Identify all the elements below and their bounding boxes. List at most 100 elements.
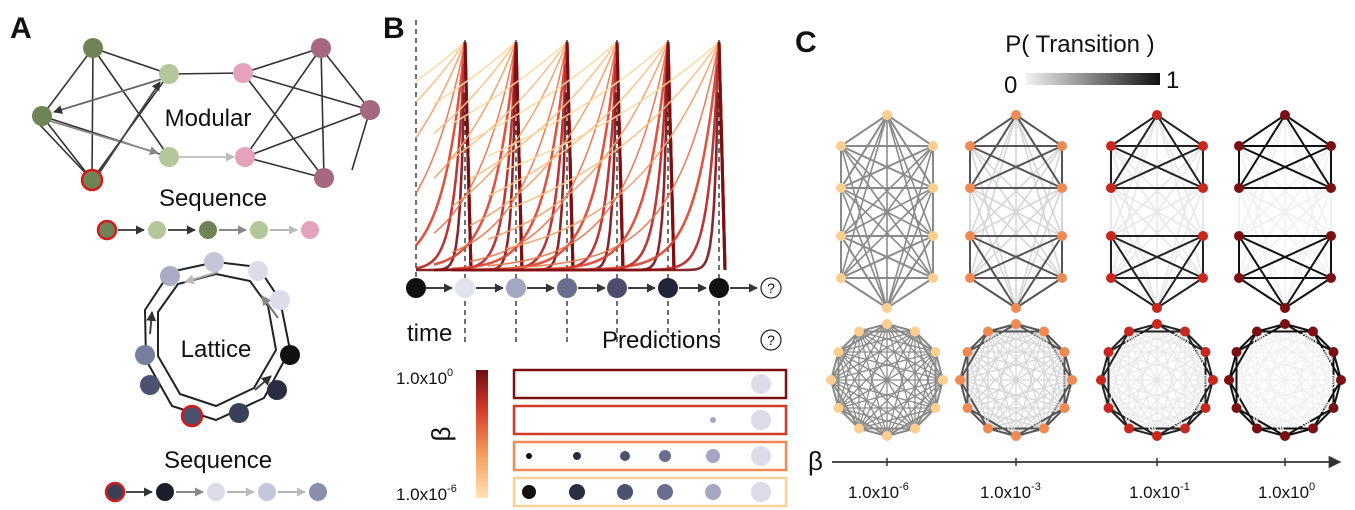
graph-node xyxy=(1234,231,1244,241)
colorbar-top-label: 1.0x100 xyxy=(396,367,453,388)
prediction-curve xyxy=(433,41,518,266)
graph-node xyxy=(1011,319,1021,329)
graph-node xyxy=(1039,423,1049,434)
prediction-dot xyxy=(657,484,673,500)
graph-node xyxy=(1106,273,1116,283)
legend-min: 0 xyxy=(1004,72,1017,99)
graph-node xyxy=(1234,183,1244,193)
sequence-label-2: Sequence xyxy=(164,447,272,474)
graph-node xyxy=(1067,375,1077,385)
time-node xyxy=(709,278,729,298)
graph-node xyxy=(1200,347,1211,357)
legend-title: P( Transition ) xyxy=(1005,31,1154,58)
graph-node xyxy=(1198,183,1208,193)
prediction-dot xyxy=(620,451,630,461)
modular-node xyxy=(159,147,179,167)
prediction-curve xyxy=(415,46,465,194)
prediction-curve xyxy=(433,41,517,135)
graph-node xyxy=(1103,403,1114,413)
sequence-node xyxy=(148,221,166,239)
graph-node xyxy=(955,375,965,385)
prediction-curve xyxy=(451,51,568,271)
lattice-transition-graph xyxy=(1224,319,1346,441)
prediction-curve xyxy=(415,44,465,139)
graph-node xyxy=(1326,231,1336,241)
graph-node xyxy=(965,231,975,241)
prediction-curve xyxy=(451,42,567,125)
tick-label: 1.0x10-1 xyxy=(1129,481,1190,502)
graph-node xyxy=(1011,303,1021,313)
graph-node xyxy=(928,141,938,151)
modular-node xyxy=(32,106,52,126)
graph-node xyxy=(1059,403,1070,413)
graph-node xyxy=(1180,423,1190,434)
panel-c: C P( Transition ) 0 1 β 1.0x10-6 1.0x10-… xyxy=(795,26,1346,502)
prediction-curve xyxy=(433,41,517,179)
prediction-box xyxy=(512,404,788,436)
panel-b: B ? tim xyxy=(383,12,788,508)
graph-node xyxy=(1106,183,1116,193)
graph-node xyxy=(928,273,938,283)
prediction-curve xyxy=(505,42,719,211)
graph-node xyxy=(1308,423,1318,434)
graph-node xyxy=(1198,141,1208,151)
time-node xyxy=(607,278,627,298)
prediction-dot xyxy=(751,410,771,430)
modular-node xyxy=(159,64,179,84)
prediction-curve-reset xyxy=(717,41,727,271)
beta-axis-label: β xyxy=(808,446,823,476)
graph-node xyxy=(1152,319,1162,329)
prediction-curve xyxy=(487,41,669,267)
prediction-dot xyxy=(751,446,771,466)
prediction-boxes xyxy=(512,368,788,508)
prediction-dot xyxy=(751,482,771,502)
modular-transition-graph xyxy=(965,110,1067,313)
graph-node xyxy=(1231,347,1242,357)
prediction-curve-reset xyxy=(666,41,676,271)
graph-node xyxy=(1152,431,1162,441)
modular-arrow-3 xyxy=(97,81,161,176)
prediction-dot xyxy=(710,417,716,423)
sequence-node xyxy=(96,219,118,241)
tick-label: 1.0x10-6 xyxy=(848,481,909,502)
transition-graphs xyxy=(826,110,1346,441)
panel-c-letter: C xyxy=(795,26,817,59)
prediction-dot xyxy=(659,450,671,462)
sequence-node xyxy=(199,221,217,239)
graph-node xyxy=(1198,273,1208,283)
modular-transition-graph xyxy=(1106,110,1208,313)
graph-node xyxy=(1198,231,1208,241)
modular-transition-graph xyxy=(836,110,938,313)
lattice-transition-graph xyxy=(826,319,948,441)
graph-node xyxy=(928,183,938,193)
graph-node xyxy=(1328,403,1339,413)
prediction-curve-reset xyxy=(615,41,625,271)
graph-node xyxy=(1124,423,1134,434)
graph-node xyxy=(1200,403,1211,413)
lattice-graph xyxy=(143,260,292,422)
beta-colorbar: 1.0x100 1.0x10-6 β xyxy=(396,367,488,504)
graph-node xyxy=(930,347,941,357)
prediction-box xyxy=(512,368,788,400)
lattice-label: Lattice xyxy=(181,336,252,363)
prediction-curve xyxy=(487,41,669,197)
colorbar-bottom-label: 1.0x10-6 xyxy=(396,483,457,504)
prediction-curve xyxy=(415,42,465,103)
sequence-node xyxy=(301,221,319,239)
modular-node xyxy=(233,63,253,83)
graph-node xyxy=(962,403,973,413)
lattice-transition-graph xyxy=(1096,319,1218,441)
lattice-nodes xyxy=(135,252,300,428)
question-mark-2: ? xyxy=(767,332,775,348)
predictions-label: Predictions xyxy=(602,327,721,354)
graph-node xyxy=(910,326,920,337)
modular-node xyxy=(360,100,380,120)
lattice-sequence xyxy=(104,481,327,503)
graph-node xyxy=(826,375,836,385)
graph-node xyxy=(1308,326,1318,337)
prediction-dot xyxy=(751,374,771,394)
prediction-curve xyxy=(415,42,465,82)
graph-node xyxy=(965,141,975,151)
prediction-curve xyxy=(505,42,719,171)
